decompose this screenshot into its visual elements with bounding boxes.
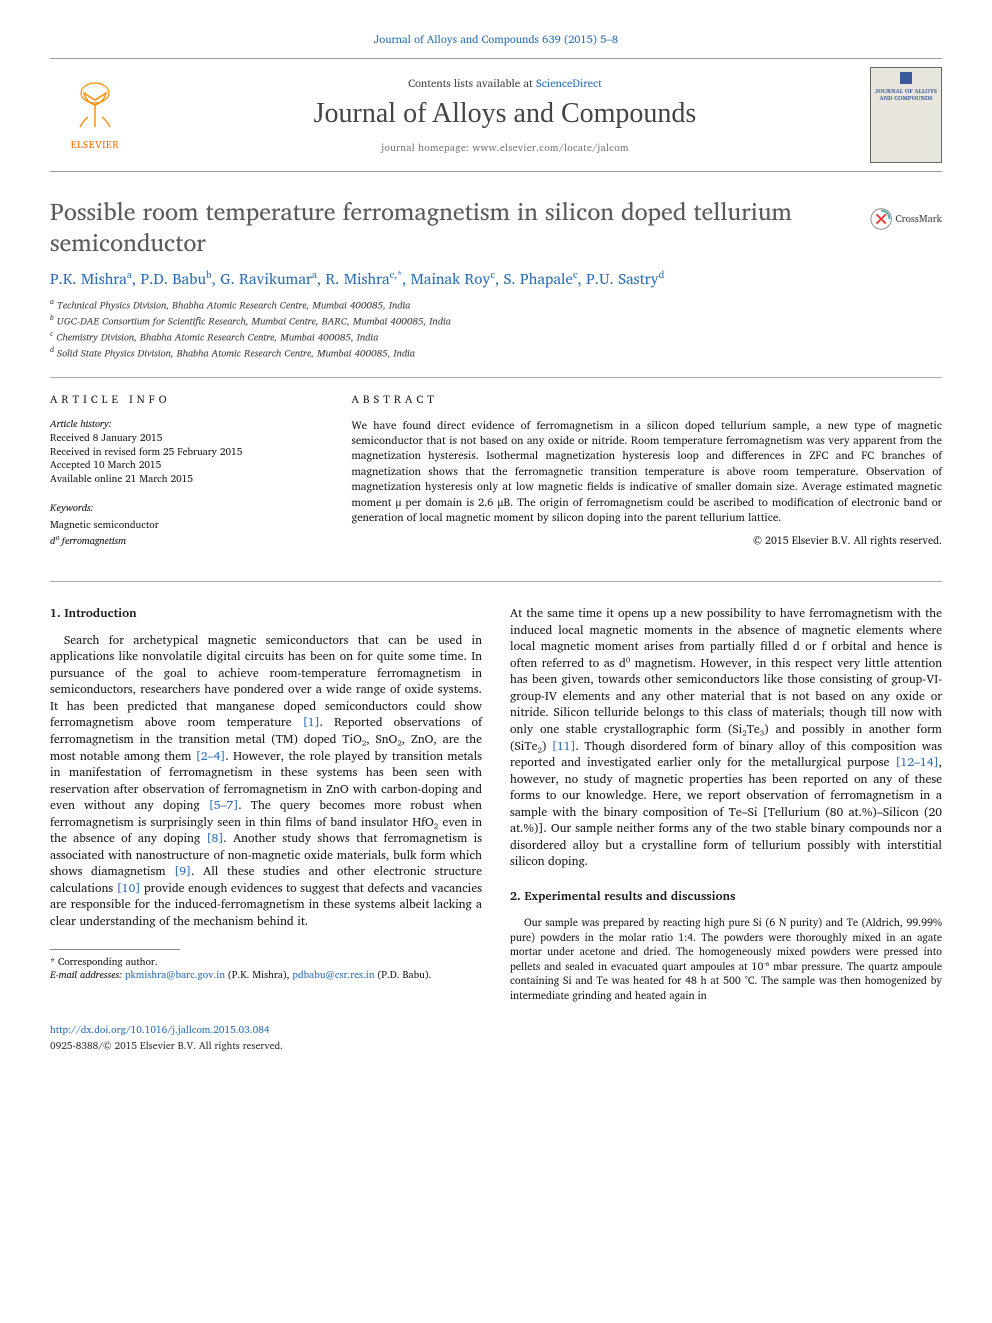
author-list: P.K. Mishraa, P.D. Babub, G. Ravikumara,… xyxy=(50,268,942,289)
abstract-block: ABSTRACT We have found direct evidence o… xyxy=(335,378,942,562)
abstract-heading: ABSTRACT xyxy=(351,390,942,408)
journal-cover-thumbnail: JOURNAL OF ALLOYS AND COMPOUNDS xyxy=(870,67,942,163)
top-citation: Journal of Alloys and Compounds 639 (201… xyxy=(50,30,942,48)
email-link-2[interactable]: pdbabu@csr.res.in xyxy=(292,967,374,983)
email-link-1[interactable]: pkmishra@barc.gov.in xyxy=(125,967,225,983)
intro-paragraph-1: Search for archetypical magnetic semicon… xyxy=(50,633,482,931)
article-title: Possible room temperature ferromagnetism… xyxy=(50,196,858,258)
crossmark-badge[interactable]: CrossMark xyxy=(870,202,942,236)
corresponding-author: * Corresponding author. E-mail addresses… xyxy=(50,956,482,982)
affiliation: d Solid State Physics Division, Bhabha A… xyxy=(50,345,942,361)
keyword-2: d⁰ ferromagnetism xyxy=(50,533,319,549)
article-info-block: ARTICLE INFO Article history: Received 8… xyxy=(50,378,335,562)
doi-link[interactable]: http://dx.doi.org/10.1016/j.jallcom.2015… xyxy=(50,1022,942,1038)
elsevier-tree-icon xyxy=(68,77,122,135)
cover-title-text: JOURNAL OF ALLOYS AND COMPOUNDS xyxy=(875,88,937,101)
publisher-logo: ELSEVIER xyxy=(50,70,140,160)
crossmark-label: CrossMark xyxy=(895,211,942,227)
contents-line: Contents lists available at ScienceDirec… xyxy=(140,74,870,92)
email-who-1: (P.K. Mishra), xyxy=(225,967,292,983)
email-label: E-mail addresses: xyxy=(50,967,125,983)
author: R. Mishrac,* xyxy=(326,266,403,291)
intro-heading: 1. Introduction xyxy=(50,606,482,623)
column-right: At the same time it opens up a new possi… xyxy=(510,606,942,1008)
publisher-name: ELSEVIER xyxy=(71,137,119,153)
history-label: Article history: xyxy=(50,418,319,432)
affiliation: a Technical Physics Division, Bhabha Ato… xyxy=(50,297,942,313)
crossmark-icon xyxy=(870,207,892,231)
abstract-text: We have found direct evidence of ferroma… xyxy=(351,418,942,526)
keyword-1: Magnetic semiconductor xyxy=(50,517,319,533)
email-who-2: (P.D. Babu). xyxy=(375,967,432,983)
experimental-heading: 2. Experimental results and discussions xyxy=(510,889,942,906)
column-left: 1. Introduction Search for archetypical … xyxy=(50,606,482,1008)
author: Mainak Royc xyxy=(411,266,495,291)
affiliation: b UGC-DAE Consortium for Scientific Rese… xyxy=(50,313,942,329)
affiliation-list: a Technical Physics Division, Bhabha Ato… xyxy=(50,297,942,360)
abstract-copyright: © 2015 Elsevier B.V. All rights reserved… xyxy=(351,533,942,548)
author: S. Phapalec xyxy=(504,266,578,291)
article-info-heading: ARTICLE INFO xyxy=(50,390,319,408)
author: P.D. Babub xyxy=(141,266,212,291)
contents-prefix: Contents lists available at xyxy=(408,74,536,92)
history-online: Available online 21 March 2015 xyxy=(50,473,319,487)
experimental-paragraph-1: Our sample was prepared by reacting high… xyxy=(510,915,942,1002)
keywords-label: Keywords: xyxy=(50,500,319,516)
footer-copyright: 0925-8388/© 2015 Elsevier B.V. All right… xyxy=(50,1038,942,1054)
affiliation: c Chemistry Division, Bhabha Atomic Rese… xyxy=(50,329,942,345)
author: G. Ravikumara xyxy=(220,266,317,291)
masthead: ELSEVIER Contents lists available at Sci… xyxy=(50,58,942,172)
journal-homepage: journal homepage: www.elsevier.com/locat… xyxy=(140,140,870,156)
author: P.K. Mishraa xyxy=(50,266,132,291)
footnote-separator xyxy=(50,949,180,950)
sciencedirect-link[interactable]: ScienceDirect xyxy=(536,74,602,92)
author: P.U. Sastryd xyxy=(586,266,664,291)
journal-title: Journal of Alloys and Compounds xyxy=(140,98,870,130)
intro-paragraph-2: At the same time it opens up a new possi… xyxy=(510,606,942,871)
